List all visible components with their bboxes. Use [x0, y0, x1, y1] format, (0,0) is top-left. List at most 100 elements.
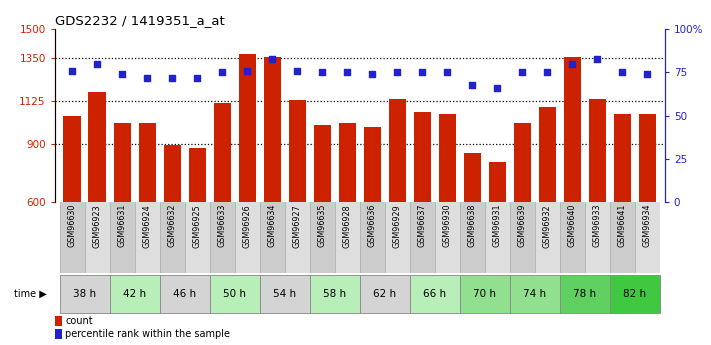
Bar	[513, 123, 531, 202]
Text: GSM96633: GSM96633	[218, 204, 227, 247]
Bar	[638, 114, 656, 202]
Point	[166, 75, 178, 80]
Bar	[510, 202, 535, 273]
Bar	[560, 202, 584, 273]
Bar	[363, 127, 381, 202]
Text: 70 h: 70 h	[474, 289, 496, 299]
Bar	[560, 275, 610, 313]
Text: 74 h: 74 h	[523, 289, 546, 299]
Text: GSM96924: GSM96924	[143, 204, 151, 248]
Text: GDS2232 / 1419351_a_at: GDS2232 / 1419351_a_at	[55, 14, 225, 27]
Point	[267, 56, 278, 61]
Text: 46 h: 46 h	[173, 289, 196, 299]
Bar	[139, 123, 156, 202]
Point	[417, 70, 428, 75]
Bar	[160, 202, 185, 273]
Bar	[510, 275, 560, 313]
Text: GSM96931: GSM96931	[493, 204, 502, 247]
Point	[616, 70, 628, 75]
Bar	[535, 202, 560, 273]
Bar	[335, 202, 360, 273]
Text: GSM96929: GSM96929	[392, 204, 402, 248]
Point	[67, 68, 78, 73]
Text: 58 h: 58 h	[324, 289, 346, 299]
Point	[542, 70, 553, 75]
Text: time ▶: time ▶	[14, 289, 46, 299]
Bar	[414, 112, 431, 202]
Text: GSM96639: GSM96639	[518, 204, 527, 247]
Bar	[310, 202, 335, 273]
Bar	[584, 202, 610, 273]
Text: GSM96636: GSM96636	[368, 204, 377, 247]
Text: count: count	[65, 316, 92, 326]
Bar	[338, 123, 356, 202]
Bar	[434, 202, 460, 273]
Bar	[55, 316, 62, 326]
Text: 50 h: 50 h	[223, 289, 246, 299]
Bar	[460, 202, 485, 273]
Text: 78 h: 78 h	[573, 289, 597, 299]
Bar	[60, 275, 109, 313]
Bar	[160, 275, 210, 313]
Text: GSM96641: GSM96641	[618, 204, 627, 247]
Bar	[464, 153, 481, 202]
Bar	[238, 54, 256, 202]
Point	[491, 85, 503, 91]
Text: GSM96638: GSM96638	[468, 204, 477, 247]
Bar	[285, 202, 310, 273]
Text: percentile rank within the sample: percentile rank within the sample	[65, 329, 230, 339]
Point	[466, 82, 478, 87]
Point	[141, 75, 153, 80]
Bar	[88, 92, 106, 202]
Bar	[610, 202, 635, 273]
Bar	[360, 275, 410, 313]
Point	[191, 75, 203, 80]
Text: 42 h: 42 h	[123, 289, 146, 299]
Bar	[85, 202, 109, 273]
Bar	[260, 202, 285, 273]
Text: GSM96927: GSM96927	[293, 204, 301, 248]
Bar	[260, 275, 310, 313]
Bar	[114, 123, 131, 202]
Bar	[614, 114, 631, 202]
Text: GSM96932: GSM96932	[542, 204, 552, 248]
Point	[217, 70, 228, 75]
Text: 38 h: 38 h	[73, 289, 96, 299]
Bar	[210, 202, 235, 273]
Text: GSM96933: GSM96933	[593, 204, 602, 247]
Bar	[135, 202, 160, 273]
Text: GSM96632: GSM96632	[168, 204, 177, 247]
Bar	[388, 99, 406, 202]
Point	[242, 68, 253, 73]
Bar	[589, 99, 606, 202]
Text: 62 h: 62 h	[373, 289, 396, 299]
Text: GSM96640: GSM96640	[568, 204, 577, 247]
Bar	[164, 145, 181, 202]
Text: GSM96926: GSM96926	[242, 204, 252, 248]
Bar	[439, 114, 456, 202]
Text: GSM96925: GSM96925	[193, 204, 202, 248]
Bar	[485, 202, 510, 273]
Text: GSM96923: GSM96923	[92, 204, 102, 248]
Point	[367, 71, 378, 77]
Bar	[460, 275, 510, 313]
Point	[292, 68, 303, 73]
Point	[92, 61, 103, 67]
Point	[641, 71, 653, 77]
Bar	[213, 103, 231, 202]
Point	[392, 70, 403, 75]
Bar	[60, 202, 85, 273]
Point	[567, 61, 578, 67]
Bar	[564, 57, 581, 202]
Point	[316, 70, 328, 75]
Text: GSM96635: GSM96635	[318, 204, 327, 247]
Point	[117, 71, 128, 77]
Bar	[63, 116, 81, 202]
Text: GSM96634: GSM96634	[268, 204, 277, 247]
Text: 54 h: 54 h	[273, 289, 296, 299]
Bar	[289, 100, 306, 202]
Bar	[314, 125, 331, 202]
Bar	[488, 161, 506, 202]
Bar	[188, 148, 206, 202]
Bar	[235, 202, 260, 273]
